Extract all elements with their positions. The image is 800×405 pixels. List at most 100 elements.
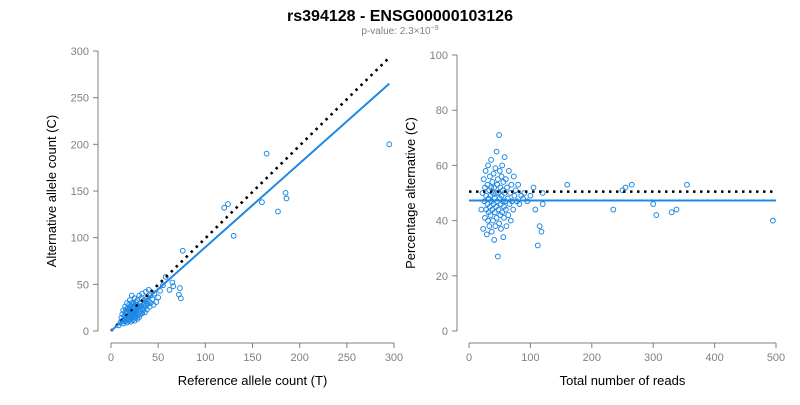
data-point <box>530 184 537 191</box>
fit-line <box>110 82 390 332</box>
data-point <box>282 189 289 196</box>
data-point <box>650 201 657 207</box>
data-point <box>502 176 509 183</box>
data-point <box>515 181 522 188</box>
x-tick-label: 50 <box>152 352 164 364</box>
data-point <box>507 217 514 224</box>
data-point <box>494 253 501 260</box>
data-point <box>493 214 500 221</box>
data-point <box>176 285 183 291</box>
data-point <box>482 168 489 174</box>
y-tick-label: 50 <box>77 279 89 291</box>
data-point <box>504 184 510 191</box>
x-tick-label: 300 <box>385 352 403 364</box>
y-tick-label: 80 <box>436 105 448 117</box>
p-value-subtitle: p-value: 2.3×10−9 <box>361 25 438 37</box>
x-axis-label: Total number of reads <box>560 373 686 388</box>
data-point <box>484 181 491 188</box>
data-point <box>536 223 543 230</box>
data-point <box>491 209 498 216</box>
data-point <box>501 214 507 221</box>
data-point <box>492 223 499 230</box>
data-point <box>490 217 496 224</box>
data-point <box>507 190 514 196</box>
data-point <box>159 282 166 289</box>
data-point <box>622 184 629 191</box>
x-tick-label: 150 <box>243 352 261 364</box>
y-tick-label: 40 <box>436 216 448 228</box>
data-point <box>610 206 617 213</box>
data-point <box>386 141 393 148</box>
data-point <box>482 214 488 221</box>
x-tick-label: 0 <box>108 352 114 364</box>
data-point <box>510 173 517 180</box>
data-point <box>499 162 506 169</box>
data-point <box>770 217 776 224</box>
data-point <box>516 201 523 207</box>
data-point <box>564 181 571 188</box>
data-point <box>496 220 502 227</box>
data-point <box>153 299 160 305</box>
panel-allele-counts: 0 50 100 150 200 250 300 0 50 100 150 200 250 300 Refe… <box>44 46 403 388</box>
data-point <box>162 273 169 280</box>
data-point <box>480 176 487 183</box>
data-point <box>155 294 162 301</box>
data-point <box>225 201 231 207</box>
data-point <box>532 206 539 213</box>
data-point <box>494 181 501 188</box>
data-point <box>490 170 497 177</box>
data-point <box>221 204 228 211</box>
data-point <box>485 162 491 169</box>
data-point <box>486 223 493 230</box>
data-point <box>179 247 186 254</box>
chart-title: rs394128 - ENSG00000103126 <box>287 8 513 25</box>
data-point <box>501 154 508 161</box>
data-point <box>508 181 515 188</box>
data-point <box>170 283 177 290</box>
x-tick-label: 300 <box>644 352 662 364</box>
data-point <box>488 184 495 191</box>
data-point <box>263 150 270 157</box>
reference-line <box>110 56 391 332</box>
data-point <box>498 173 505 180</box>
p-value-text: p-value: 2.3×10 <box>361 26 431 37</box>
data-point <box>479 190 486 196</box>
x-tick-label: 200 <box>290 352 308 364</box>
data-point <box>275 208 281 215</box>
data-point <box>259 199 265 206</box>
data-point <box>128 292 135 299</box>
data-point <box>496 132 502 138</box>
data-point <box>493 190 499 196</box>
data-point <box>496 168 503 174</box>
data-point <box>480 225 487 232</box>
data-point <box>489 179 496 185</box>
data-point <box>539 190 546 196</box>
data-point <box>488 228 495 235</box>
data-point <box>512 187 519 194</box>
data-point <box>490 190 496 196</box>
x-tick-label: 400 <box>705 352 723 364</box>
data-point <box>177 295 184 302</box>
data-point <box>149 296 156 303</box>
data-point <box>534 242 541 249</box>
data-point <box>653 212 660 218</box>
data-point <box>527 192 534 199</box>
data-point <box>506 168 512 174</box>
data-point <box>538 228 545 235</box>
x-tick-label: 100 <box>521 352 539 364</box>
y-tick-label: 100 <box>71 233 89 245</box>
data-point <box>500 234 507 241</box>
data-point <box>511 192 518 199</box>
x-tick-label: 100 <box>196 352 214 364</box>
y-axis-label: Percentage alternative (C) <box>403 117 418 269</box>
p-value-exponent: −9 <box>431 25 439 32</box>
data-point <box>498 225 504 232</box>
data-point <box>492 165 499 172</box>
data-point <box>499 209 506 216</box>
y-axis-label: Alternative allele count (C) <box>44 115 59 267</box>
x-tick-label: 0 <box>466 352 472 364</box>
data-point <box>684 181 690 188</box>
x-tick-label: 250 <box>338 352 356 364</box>
y-tick-label: 200 <box>71 139 89 151</box>
